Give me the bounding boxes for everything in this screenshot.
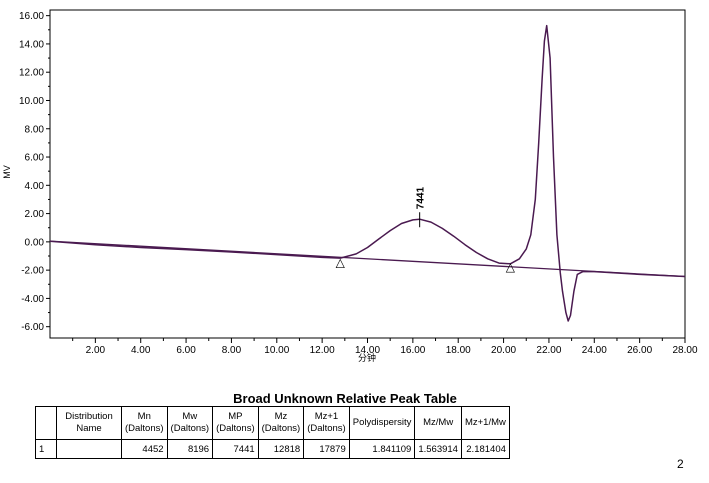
page-number: 2: [677, 457, 684, 471]
table-cell: 1.563914: [414, 439, 462, 459]
y-tick-label: 0.00: [25, 237, 45, 248]
x-axis-label: 分钟: [358, 352, 376, 363]
y-tick-label: -4.00: [21, 294, 44, 305]
series-layer: [49, 24, 686, 322]
y-tick-label: 6.00: [25, 153, 45, 164]
table-cell: 1: [35, 439, 57, 459]
table-header-cell: Mn (Daltons): [121, 406, 168, 440]
y-tick-label: 2.00: [25, 209, 45, 220]
table-cell: 2.181404: [460, 439, 510, 459]
header-unit-line: (Daltons): [170, 423, 210, 434]
header-line: Mz/Mw: [423, 417, 454, 428]
y-axis-label: MV: [2, 165, 12, 179]
chromatogram-chart: 2.00 4.00 6.00 8.00 10.00 12.00 14.00 16.00 18.0…: [2, 9, 698, 363]
header-line: Mz: [274, 411, 288, 422]
x-tick-label: 24.00: [582, 345, 607, 356]
y-tick-label: 14.00: [19, 39, 44, 50]
baseline-line: [49, 240, 686, 278]
table-cell: 7441: [212, 439, 259, 459]
y-tick-label: 8.00: [25, 124, 45, 135]
header-line: Mz+1/Mw: [464, 417, 506, 428]
table-header-cell: Mz+1 (Daltons): [303, 406, 350, 440]
x-tick-label: 6.00: [176, 345, 196, 356]
header-line: Distribution: [65, 411, 113, 422]
table-header-cell: Mw (Daltons): [166, 406, 214, 440]
x-tick-label: 22.00: [536, 345, 561, 356]
table-cell: 17879: [303, 439, 350, 459]
x-tick-label: 12.00: [310, 345, 335, 356]
x-tick-label: 16.00: [400, 345, 425, 356]
header-line: MP: [228, 411, 243, 422]
table-header-cell: Mz/Mw: [414, 406, 462, 440]
annotations-layer: 7441 △ △: [336, 187, 516, 274]
table-header-cell: Mz+1/Mw: [460, 406, 510, 440]
y-tick-label: 16.00: [19, 11, 44, 22]
y-tick-label: 4.00: [25, 181, 45, 192]
table-cell: 12818: [257, 439, 305, 459]
header-unit-line: (Daltons): [216, 423, 255, 434]
table-cell: 8196: [166, 439, 214, 459]
header-unit-line: Name: [76, 423, 102, 434]
header-unit-line: (Daltons): [125, 423, 164, 434]
table-header-cell: [35, 406, 57, 440]
y-tick-label: -6.00: [21, 322, 44, 333]
y-tick-label: 10.00: [19, 96, 44, 107]
peak-table-header-row: Distribution Name Mn (Daltons) Mw (Daltons) MP…: [35, 406, 510, 440]
peak-table-body: 1 4452 8196 7441 12818 17879 1.841109 1.563914 2…: [35, 439, 510, 459]
peak-table: Distribution Name Mn (Daltons) Mw (Daltons) MP…: [35, 406, 510, 459]
table-header-cell: Polydispersity: [348, 406, 416, 440]
table-cell: 1.841109: [348, 439, 416, 459]
header-line: Polydispersity: [352, 417, 412, 428]
table-header-cell: Mz (Daltons): [257, 406, 305, 440]
x-tick-label: 26.00: [627, 345, 652, 356]
header-line: Mz+1: [314, 411, 339, 422]
x-tick-label: 10.00: [264, 345, 289, 356]
x-tick-label: 14.00: [355, 345, 380, 356]
peak-table-header: Distribution Name Mn (Daltons) Mw (Daltons) MP…: [35, 406, 510, 440]
x-tick-label: 8.00: [222, 345, 242, 356]
y-tick-label: -2.00: [21, 266, 44, 277]
header-unit-line: (Daltons): [307, 423, 346, 434]
plot-frame: [49, 9, 686, 339]
header-line: Mw: [182, 411, 198, 422]
baseline-marker: △: [506, 260, 516, 274]
table-row: 1 4452 8196 7441 12818 17879 1.841109 1.563914 2…: [35, 439, 510, 459]
table-header-cell: MP (Daltons): [212, 406, 259, 440]
table-cell: 4452: [121, 439, 168, 459]
axes: 2.00 4.00 6.00 8.00 10.00 12.00 14.00 16.00 18.0…: [19, 9, 698, 356]
x-tick-label: 18.00: [446, 345, 471, 356]
header-line: Mn: [137, 411, 151, 422]
y-tick-label: 12.00: [19, 68, 44, 79]
table-header-cell: Distribution Name: [56, 406, 122, 440]
table-cell: [56, 439, 122, 459]
baseline-marker: △: [336, 256, 346, 270]
header-unit-line: (Daltons): [261, 423, 301, 434]
x-tick-label: 4.00: [131, 345, 151, 356]
series-line-0: [49, 24, 686, 322]
x-tick-label: 28.00: [672, 345, 697, 356]
x-tick-label: 2.00: [86, 345, 106, 356]
x-tick-label: 20.00: [491, 345, 516, 356]
peak-table-title: Broad Unknown Relative Peak Table: [233, 391, 457, 406]
peak-label: 7441: [416, 187, 427, 210]
